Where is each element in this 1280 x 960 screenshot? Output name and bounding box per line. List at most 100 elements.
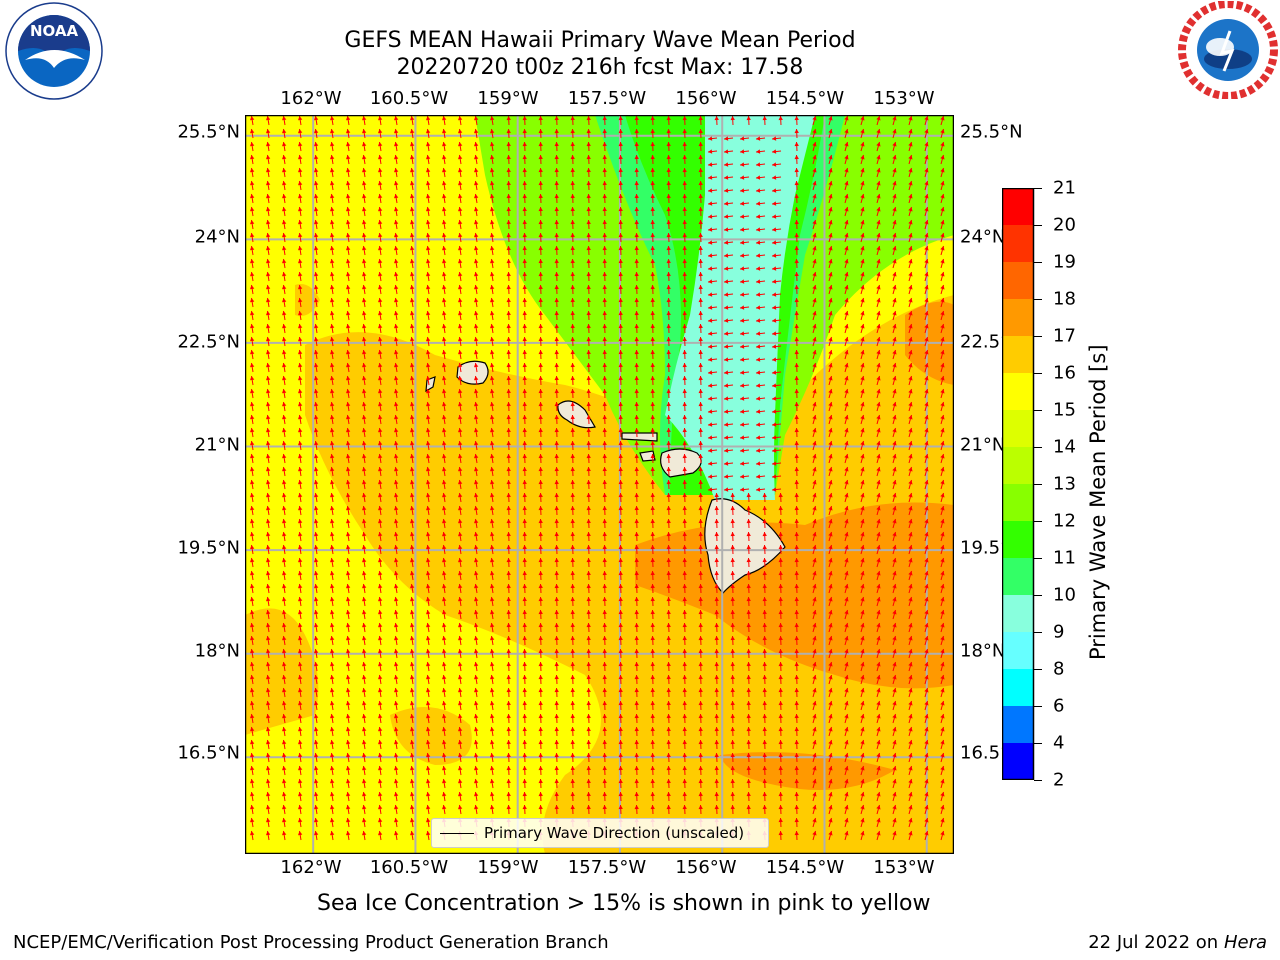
wave-direction-arrowhead xyxy=(756,227,761,232)
wave-direction-arrowhead xyxy=(522,246,527,251)
wave-direction-arrowhead xyxy=(441,532,447,537)
wave-direction-arrowhead xyxy=(812,714,817,719)
wave-direction-arrowhead xyxy=(634,532,639,537)
wave-direction-arrowhead xyxy=(746,662,751,667)
wave-direction-arrowhead xyxy=(650,727,655,732)
wave-direction-arrowhead xyxy=(506,350,511,355)
wave-direction-arrowhead xyxy=(249,714,255,719)
wave-direction-arrowhead xyxy=(473,441,479,446)
wave-direction-arrowhead xyxy=(506,805,511,810)
wave-direction-arrowhead xyxy=(345,519,351,524)
wave-direction-arrowhead xyxy=(393,688,399,693)
wave-direction-arrowhead xyxy=(682,194,687,199)
wave-direction-arrowhead xyxy=(425,558,431,563)
wave-direction-arrowhead xyxy=(297,519,303,524)
wave-direction-arrowhead xyxy=(409,441,415,446)
wave-direction-arrowhead xyxy=(313,740,319,745)
wave-direction-arrowhead xyxy=(876,597,881,602)
wave-direction-arrowhead xyxy=(393,805,399,810)
wave-direction-arrowhead xyxy=(441,545,447,550)
wave-direction-arrowhead xyxy=(778,649,783,654)
wave-direction-arrowhead xyxy=(489,688,495,693)
wave-direction-arrowhead xyxy=(794,532,799,537)
wave-direction-arrowhead xyxy=(297,259,303,264)
wave-direction-arrowhead xyxy=(409,428,415,433)
wave-direction-arrowhead xyxy=(908,597,913,602)
wave-direction-arrowhead xyxy=(570,636,575,641)
wave-direction-arrowhead xyxy=(876,272,881,277)
wave-direction-arrowhead xyxy=(682,389,687,394)
wave-direction-arrowhead xyxy=(377,259,383,264)
wave-direction-arrowhead xyxy=(345,389,351,394)
wave-direction-arrowhead xyxy=(876,558,881,563)
wave-direction-arrowhead xyxy=(409,376,415,381)
wave-direction-arrowhead xyxy=(377,194,383,199)
wave-direction-arrowhead xyxy=(812,220,817,225)
wave-direction-arrowhead xyxy=(473,285,479,290)
lat-tick-left: 19.5°N xyxy=(177,537,240,559)
wave-direction-arrowhead xyxy=(740,305,745,310)
wave-direction-arrowhead xyxy=(730,662,735,667)
wave-direction-arrowhead xyxy=(730,584,735,589)
wave-direction-arrowhead xyxy=(650,519,655,524)
wave-direction-arrowhead xyxy=(345,233,351,238)
wave-direction-arrowhead xyxy=(377,610,383,615)
wave-direction-arrowhead xyxy=(377,441,383,446)
wave-direction-arrowhead xyxy=(249,545,255,550)
wave-direction-arrowhead xyxy=(908,181,913,186)
wave-direction-arrowhead xyxy=(666,285,671,290)
wave-direction-arrowhead xyxy=(522,649,527,654)
wave-direction-arrowhead xyxy=(698,714,703,719)
wave-direction-arrowhead xyxy=(772,292,777,297)
wave-direction-arrowhead xyxy=(650,116,655,121)
wave-direction-arrowhead xyxy=(940,233,945,238)
wave-direction-arrowhead xyxy=(650,571,655,576)
wave-direction-arrowhead xyxy=(457,155,463,160)
wave-direction-arrowhead xyxy=(730,753,735,758)
wave-direction-arrowhead xyxy=(828,337,833,342)
wave-direction-arrowhead xyxy=(297,545,303,550)
wave-direction-arrowhead xyxy=(682,428,687,433)
wave-direction-arrowhead xyxy=(740,474,745,479)
wave-direction-arrowhead xyxy=(489,129,495,134)
wave-direction-arrowhead xyxy=(682,155,687,160)
wave-direction-arrowhead xyxy=(666,207,671,212)
legend-label: Primary Wave Direction (unscaled) xyxy=(484,824,745,842)
wave-direction-arrowhead xyxy=(457,792,463,797)
lat-tick-left: 24°N xyxy=(194,226,240,248)
wave-direction-arrowhead xyxy=(522,194,527,199)
wave-direction-arrowhead xyxy=(570,701,575,706)
wave-direction-arrowhead xyxy=(506,467,511,472)
wave-direction-arrowhead xyxy=(249,207,255,212)
wave-direction-arrowhead xyxy=(650,532,655,537)
wave-direction-arrowhead xyxy=(457,376,463,381)
wave-direction-arrowhead xyxy=(281,246,287,251)
wave-direction-arrowhead xyxy=(714,649,719,654)
wave-direction-arrowhead xyxy=(746,727,751,732)
wave-direction-arrowhead xyxy=(756,214,761,219)
wave-direction-arrowhead xyxy=(361,636,367,641)
wave-direction-arrowhead xyxy=(924,558,929,563)
wave-direction-arrowhead xyxy=(249,233,255,238)
wave-direction-arrowhead xyxy=(329,467,335,472)
wave-direction-arrowhead xyxy=(489,220,495,225)
wave-direction-arrowhead xyxy=(570,506,575,511)
wave-direction-arrowhead xyxy=(538,558,543,563)
wave-direction-arrowhead xyxy=(265,337,271,342)
wave-direction-arrowhead xyxy=(281,831,287,836)
wave-direction-arrowhead xyxy=(844,324,849,329)
wave-direction-arrowhead xyxy=(762,493,767,498)
wave-direction-arrowhead xyxy=(554,246,559,251)
wave-direction-arrowhead xyxy=(265,805,271,810)
wave-direction-arrowhead xyxy=(618,142,623,147)
wave-direction-arrowhead xyxy=(844,545,849,550)
wave-direction-arrowhead xyxy=(844,220,849,225)
wave-direction-arrowhead xyxy=(730,519,735,524)
wave-direction-arrowhead xyxy=(924,571,929,576)
wave-direction-arrowhead xyxy=(473,766,479,771)
wave-direction-arrowhead xyxy=(940,818,945,823)
wave-direction-arrowhead xyxy=(682,740,687,745)
wave-direction-arrowhead xyxy=(457,727,463,732)
wave-direction-arrowhead xyxy=(522,753,527,758)
wave-direction-arrowhead xyxy=(297,363,303,368)
